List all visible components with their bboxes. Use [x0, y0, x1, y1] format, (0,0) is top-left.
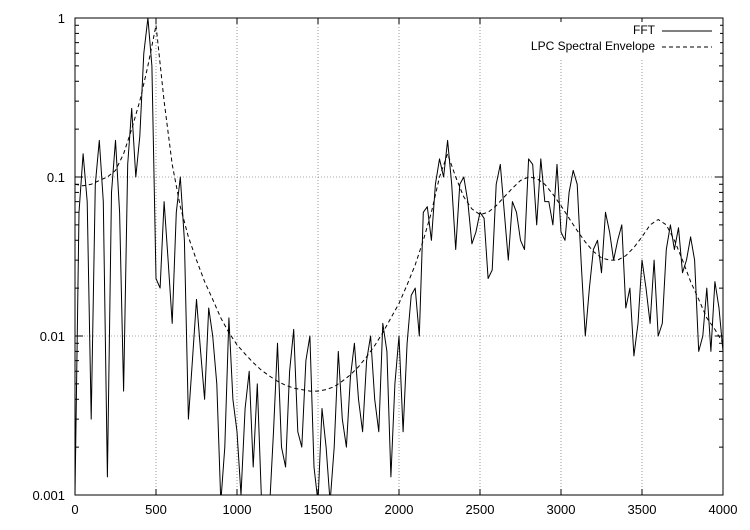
- x-tick-label: 3000: [547, 502, 576, 517]
- series-line-fft: [75, 18, 723, 495]
- legend-background: [495, 22, 720, 58]
- x-tick-label: 2500: [466, 502, 495, 517]
- x-tick-label: 0: [71, 502, 78, 517]
- series-layer: [75, 18, 723, 495]
- x-tick-label: 1500: [304, 502, 333, 517]
- y-tick-label: 1: [58, 11, 65, 26]
- series-line-lpc-envelope: [75, 24, 723, 392]
- x-tick-label: 500: [145, 502, 167, 517]
- ticks: 0 500 1000 1500 2000 2500 3000 3500 4000 0.001 0.0…: [32, 11, 737, 517]
- x-tick-label: 4000: [709, 502, 738, 517]
- x-tick-label: 1000: [223, 502, 252, 517]
- grid: [75, 18, 723, 495]
- legend-label-fft: FFT: [633, 23, 656, 37]
- y-tick-label: 0.001: [32, 488, 65, 503]
- legend: FFT LPC Spectral Envelope: [495, 22, 720, 58]
- y-tick-label: 0.1: [47, 170, 65, 185]
- x-tick-label: 2000: [385, 502, 414, 517]
- y-tick-label: 0.01: [40, 329, 65, 344]
- x-tick-label: 3500: [628, 502, 657, 517]
- legend-label-lpc: LPC Spectral Envelope: [531, 39, 655, 53]
